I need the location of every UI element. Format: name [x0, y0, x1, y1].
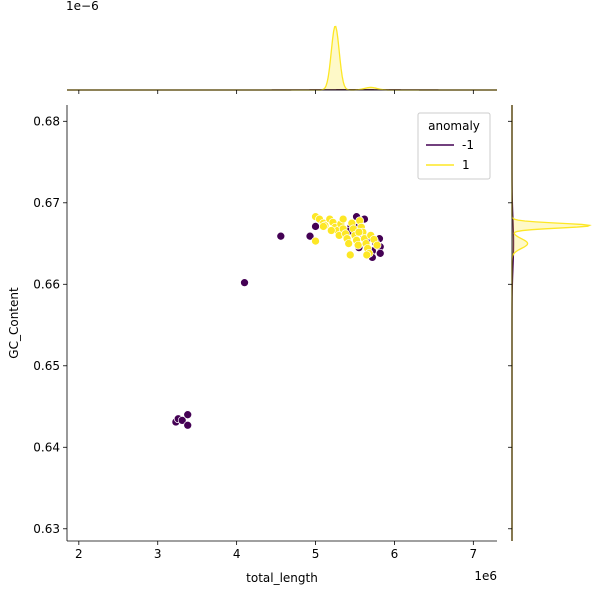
point-anomaly-neg1: [311, 222, 320, 231]
right-marginal: [508, 105, 592, 541]
top-marginal-kde: [67, 25, 497, 91]
x-tick-label: 2: [75, 547, 83, 561]
point-anomaly-neg1: [240, 278, 249, 288]
main-axes: 2 3 4 5 6 7 0.63 0.64 0.65 0.66 0.67 0.68 total_le…: [7, 105, 497, 585]
point-anomaly-1: [353, 240, 363, 250]
right-kde-line: [511, 105, 592, 541]
point-anomaly-1: [319, 222, 328, 231]
top-marginal: 1e−6: [66, 0, 497, 94]
top-kde-fill: [67, 26, 497, 90]
x-tick-label: 7: [470, 547, 478, 561]
x-axis-offset-label: 1e6: [474, 569, 497, 583]
y-tick-label: 0.64: [33, 440, 60, 454]
x-tick-label: 6: [391, 547, 399, 561]
y-tick-label: 0.66: [33, 277, 60, 291]
legend-box: [417, 112, 491, 180]
y-axis-label: GC_Content: [7, 287, 21, 359]
point-anomaly-1: [326, 226, 336, 235]
x-tick-label: 4: [233, 547, 241, 561]
top-marginal-ticks: [78, 90, 474, 94]
point-anomaly-neg1: [177, 416, 187, 425]
x-axis-ticks: 2 3 4 5 6 7: [75, 541, 477, 561]
y-axis-ticks: 0.63 0.64 0.65 0.66 0.67 0.68: [33, 114, 67, 536]
point-anomaly-neg1: [375, 248, 385, 258]
point-anomaly-1: [354, 227, 364, 237]
right-marginal-ticks: [508, 120, 512, 530]
y-tick-label: 0.68: [33, 114, 60, 128]
point-anomaly-1: [311, 236, 320, 246]
scatter-points: [171, 212, 385, 430]
y-tick-label: 0.63: [33, 522, 60, 536]
point-anomaly-1: [338, 214, 348, 224]
y-tick-label: 0.67: [33, 196, 60, 210]
top-marginal-offset-label: 1e−6: [66, 0, 99, 13]
point-anomaly-1: [372, 240, 382, 250]
right-marginal-kde: [511, 105, 592, 541]
point-anomaly-neg1: [183, 420, 193, 430]
top-kde-line: [67, 25, 497, 91]
legend-label-1: 1: [462, 158, 470, 172]
point-anomaly-neg1: [305, 231, 315, 241]
legend: anomaly -1 1: [417, 112, 491, 180]
x-tick-label: 3: [154, 547, 162, 561]
x-tick-label: 5: [312, 547, 320, 561]
point-anomaly-1: [362, 250, 372, 260]
legend-label-neg1: -1: [462, 138, 474, 152]
point-anomaly-1: [344, 239, 354, 248]
point-anomaly-neg1: [183, 410, 193, 420]
point-anomaly-1: [345, 250, 355, 260]
y-tick-label: 0.65: [33, 359, 60, 373]
legend-title: anomaly: [428, 119, 480, 133]
x-axis-label: total_length: [246, 571, 318, 585]
right-kde-fill: [512, 105, 590, 541]
point-anomaly-neg1: [276, 231, 286, 241]
